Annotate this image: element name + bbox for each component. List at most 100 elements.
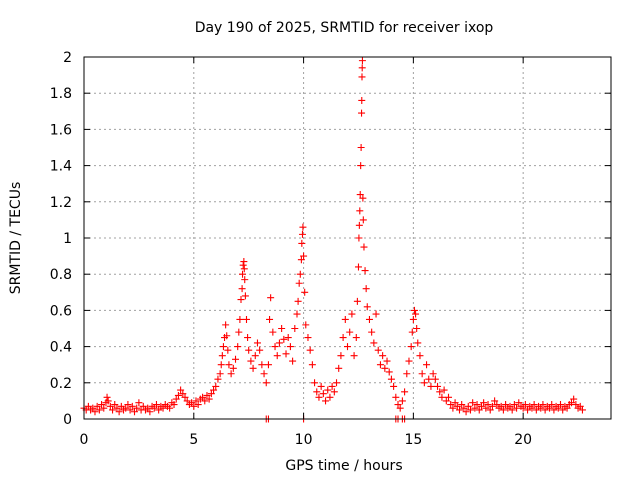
data-point bbox=[471, 404, 479, 412]
data-point bbox=[486, 406, 494, 414]
data-point bbox=[554, 404, 562, 412]
data-point bbox=[126, 406, 134, 414]
data-point bbox=[440, 386, 448, 394]
data-point bbox=[530, 401, 538, 409]
data-point bbox=[570, 395, 578, 403]
data-point bbox=[356, 191, 364, 199]
data-point bbox=[190, 402, 198, 410]
data-point bbox=[353, 297, 361, 305]
data-point bbox=[357, 162, 365, 170]
data-point bbox=[358, 109, 366, 117]
grid bbox=[84, 57, 611, 419]
data-point bbox=[300, 252, 308, 260]
data-point bbox=[258, 361, 266, 369]
data-point bbox=[475, 406, 483, 414]
data-point bbox=[330, 388, 338, 396]
data-point bbox=[260, 370, 268, 378]
y-tick-label: 1.6 bbox=[50, 122, 72, 138]
data-point bbox=[541, 406, 549, 414]
data-point bbox=[293, 310, 301, 318]
data-point bbox=[350, 352, 358, 360]
data-point bbox=[232, 355, 240, 363]
data-point bbox=[355, 221, 363, 229]
data-point bbox=[104, 397, 112, 405]
data-point bbox=[280, 335, 288, 343]
data-point bbox=[95, 406, 103, 414]
data-point bbox=[370, 339, 378, 347]
data-point bbox=[239, 270, 247, 278]
y-tick-label: 1.8 bbox=[50, 86, 72, 102]
data-point bbox=[98, 401, 106, 409]
data-point bbox=[240, 258, 248, 266]
data-point bbox=[317, 382, 325, 390]
data-point bbox=[219, 343, 227, 351]
data-point bbox=[227, 370, 235, 378]
data-point bbox=[339, 334, 347, 342]
data-point bbox=[117, 402, 125, 410]
data-point bbox=[502, 401, 510, 409]
data-point bbox=[212, 382, 220, 390]
data-point bbox=[115, 408, 123, 416]
data-point bbox=[410, 306, 418, 314]
data-point bbox=[408, 328, 416, 336]
y-tick-label: 0.8 bbox=[50, 267, 72, 283]
data-point bbox=[385, 368, 393, 376]
data-point bbox=[491, 397, 499, 405]
data-point bbox=[412, 310, 420, 318]
data-point bbox=[306, 346, 314, 354]
data-point bbox=[464, 402, 472, 410]
data-point bbox=[532, 406, 540, 414]
data-point bbox=[144, 404, 152, 412]
data-point bbox=[278, 325, 286, 332]
data-point bbox=[241, 276, 249, 284]
data-point bbox=[311, 379, 319, 387]
data-point bbox=[256, 346, 264, 354]
data-point bbox=[447, 401, 455, 409]
data-point bbox=[358, 73, 366, 81]
plot-frame bbox=[83, 56, 612, 420]
data-point bbox=[537, 404, 545, 412]
data-point bbox=[91, 408, 99, 416]
data-point bbox=[155, 406, 163, 414]
data-point bbox=[556, 401, 564, 409]
data-point bbox=[304, 334, 312, 342]
axis-ticks: 00.20.40.60.811.21.41.61.820 5 10 15 20 bbox=[50, 50, 611, 448]
data-point bbox=[396, 404, 404, 412]
data-point bbox=[223, 332, 231, 340]
y-tick-label: 0.6 bbox=[50, 303, 72, 319]
data-point bbox=[319, 390, 327, 398]
data-point bbox=[361, 267, 369, 275]
data-point bbox=[418, 370, 426, 378]
data-point bbox=[177, 386, 185, 394]
data-point bbox=[146, 408, 154, 416]
data-point bbox=[159, 404, 167, 412]
y-tick-label: 1.4 bbox=[50, 159, 72, 175]
data-point bbox=[322, 397, 330, 405]
data-point bbox=[124, 401, 132, 409]
data-point bbox=[313, 388, 321, 396]
data-point bbox=[302, 321, 310, 329]
y-tick-label: 0.2 bbox=[50, 376, 72, 392]
data-point bbox=[466, 406, 474, 414]
data-point bbox=[207, 390, 215, 398]
data-point bbox=[135, 399, 143, 407]
data-point bbox=[442, 397, 450, 405]
data-point bbox=[460, 404, 468, 412]
data-point bbox=[390, 382, 398, 390]
x-tick-label: 0 bbox=[80, 432, 89, 448]
data-point bbox=[359, 194, 367, 202]
data-point bbox=[550, 406, 558, 414]
y-axis-title: SRMTID / TECUs bbox=[8, 182, 24, 295]
data-point bbox=[294, 297, 302, 305]
data-point bbox=[357, 144, 365, 151]
data-point bbox=[133, 404, 141, 412]
data-point bbox=[354, 263, 362, 271]
data-point bbox=[376, 361, 384, 369]
y-tick-label: 1.2 bbox=[50, 195, 72, 211]
data-point bbox=[239, 261, 247, 269]
data-point bbox=[567, 399, 575, 407]
data-point bbox=[241, 292, 249, 300]
data-point bbox=[372, 310, 380, 318]
data-point bbox=[152, 401, 160, 409]
data-point bbox=[506, 402, 514, 410]
